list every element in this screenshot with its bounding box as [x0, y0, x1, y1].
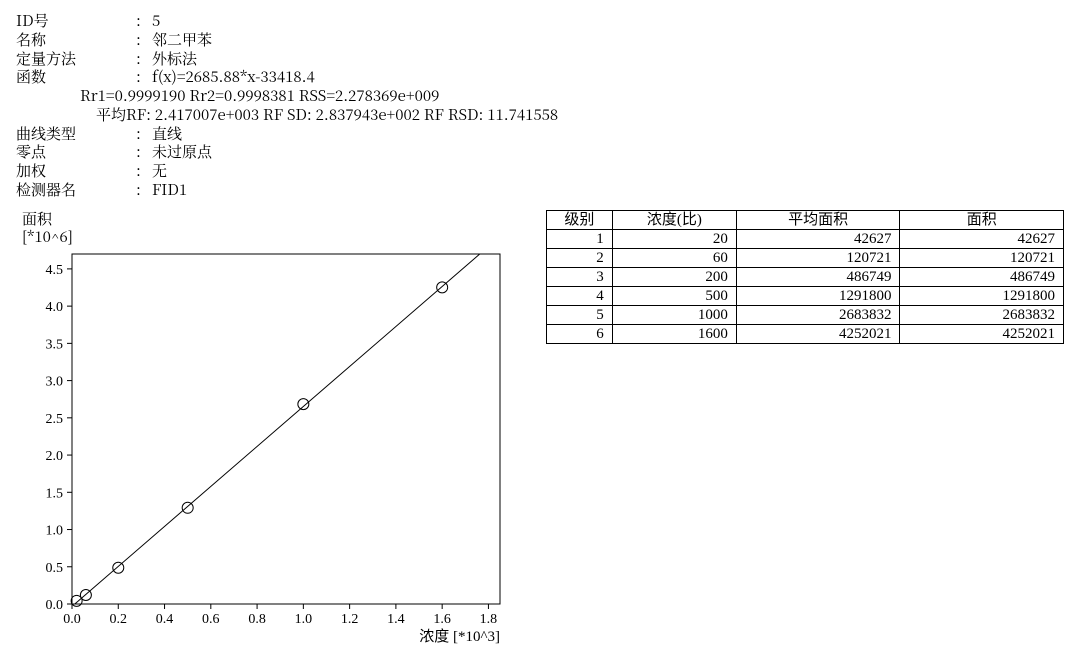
table-row: 450012918001291800 [547, 286, 1064, 305]
x-tick-label: 1.0 [295, 612, 313, 627]
x-axis-title: 浓度 [*10^3] [419, 628, 500, 645]
meta-label-weight: 加权 [16, 162, 136, 181]
x-tick-label: 1.4 [387, 612, 405, 627]
y-axis-title-1: 面积 [22, 210, 516, 228]
table-cell: 4252021 [900, 324, 1064, 343]
table-cell: 4 [547, 286, 613, 305]
table-cell: 2683832 [900, 305, 1064, 324]
metadata-block: ID号 : 5 名称 : 邻二甲苯 定量方法 : 外标法 函数 : f(x)=2… [16, 12, 1064, 200]
table-row: 1204262742627 [547, 229, 1064, 248]
table-cell: 3 [547, 267, 613, 286]
y-tick-label: 2.0 [46, 449, 64, 464]
table-cell: 500 [612, 286, 736, 305]
data-point-marker [437, 281, 448, 292]
table-cell: 42627 [736, 229, 900, 248]
y-tick-label: 2.5 [46, 411, 64, 426]
meta-value-id: 5 [152, 12, 160, 31]
y-tick-label: 0.5 [46, 560, 64, 575]
table-cell: 2 [547, 248, 613, 267]
calibration-chart-svg: 0.0 0.5 1.0 1.5 2.0 2.5 3.0 3.5 4.0 4.5 0.0 0.2 0.4 0… [16, 250, 516, 650]
meta-label-id: ID号 [16, 12, 136, 31]
meta-label-name: 名称 [16, 31, 136, 50]
col-header-conc: 浓度(比) [612, 210, 736, 229]
col-header-avg: 平均面积 [736, 210, 900, 229]
y-tick-label: 0.0 [46, 598, 64, 613]
table-cell: 200 [612, 267, 736, 286]
data-point-marker [298, 398, 309, 409]
table-cell: 1 [547, 229, 613, 248]
x-tick-label: 0.8 [248, 612, 266, 627]
table-row: 3200486749486749 [547, 267, 1064, 286]
table-row: 260120721120721 [547, 248, 1064, 267]
meta-stats-line2: 平均RF: 2.417007e+003 RF SD: 2.837943e+002… [16, 106, 1064, 125]
meta-label-detector: 检测器名 [16, 181, 136, 200]
meta-value-detector: FID1 [152, 181, 187, 200]
table-cell: 120721 [900, 248, 1064, 267]
table-cell: 6 [547, 324, 613, 343]
y-tick-label: 4.0 [46, 300, 64, 315]
y-tick-label: 4.5 [46, 262, 64, 277]
y-axis-title-2: [*10^6] [22, 228, 516, 246]
data-point-marker [182, 502, 193, 513]
meta-colon: : [136, 12, 152, 31]
table-cell: 5 [547, 305, 613, 324]
x-tick-label: 0.0 [63, 612, 81, 627]
table-cell: 1291800 [900, 286, 1064, 305]
table-cell: 60 [612, 248, 736, 267]
y-tick-label: 3.0 [46, 374, 64, 389]
col-header-area: 面积 [900, 210, 1064, 229]
x-tick-label: 1.2 [341, 612, 359, 627]
table-cell: 2683832 [736, 305, 900, 324]
table-cell: 486749 [736, 267, 900, 286]
meta-value-name: 邻二甲苯 [152, 31, 212, 50]
x-tick-label: 0.4 [156, 612, 174, 627]
x-tick-label: 1.8 [480, 612, 498, 627]
table-row: 5100026838322683832 [547, 305, 1064, 324]
x-tick-label: 0.6 [202, 612, 220, 627]
calibration-chart: 面积 [*10^6] 0.0 0.5 1.0 1.5 2.0 2.5 3.0 3.5 4.0 4.… [16, 210, 516, 655]
y-tick-label: 3.5 [46, 337, 64, 352]
meta-value-weight: 无 [152, 162, 167, 181]
y-tick-label: 1.5 [46, 486, 64, 501]
table-cell: 120721 [736, 248, 900, 267]
x-tick-label: 0.2 [110, 612, 128, 627]
table-cell: 486749 [900, 267, 1064, 286]
meta-stats-line1: Rr1=0.9999190 Rr2=0.9998381 RSS=2.278369… [16, 87, 1064, 106]
x-tick-label: 1.6 [433, 612, 451, 627]
y-tick-label: 1.0 [46, 523, 64, 538]
table-row: 6160042520214252021 [547, 324, 1064, 343]
table-cell: 42627 [900, 229, 1064, 248]
calibration-table: 级别 浓度(比) 平均面积 面积 12042627426272601207211… [546, 210, 1064, 344]
data-point-marker [113, 562, 124, 573]
col-header-level: 级别 [547, 210, 613, 229]
table-cell: 1000 [612, 305, 736, 324]
fit-line [75, 252, 482, 603]
table-cell: 4252021 [736, 324, 900, 343]
table-cell: 1600 [612, 324, 736, 343]
table-cell: 20 [612, 229, 736, 248]
table-cell: 1291800 [736, 286, 900, 305]
